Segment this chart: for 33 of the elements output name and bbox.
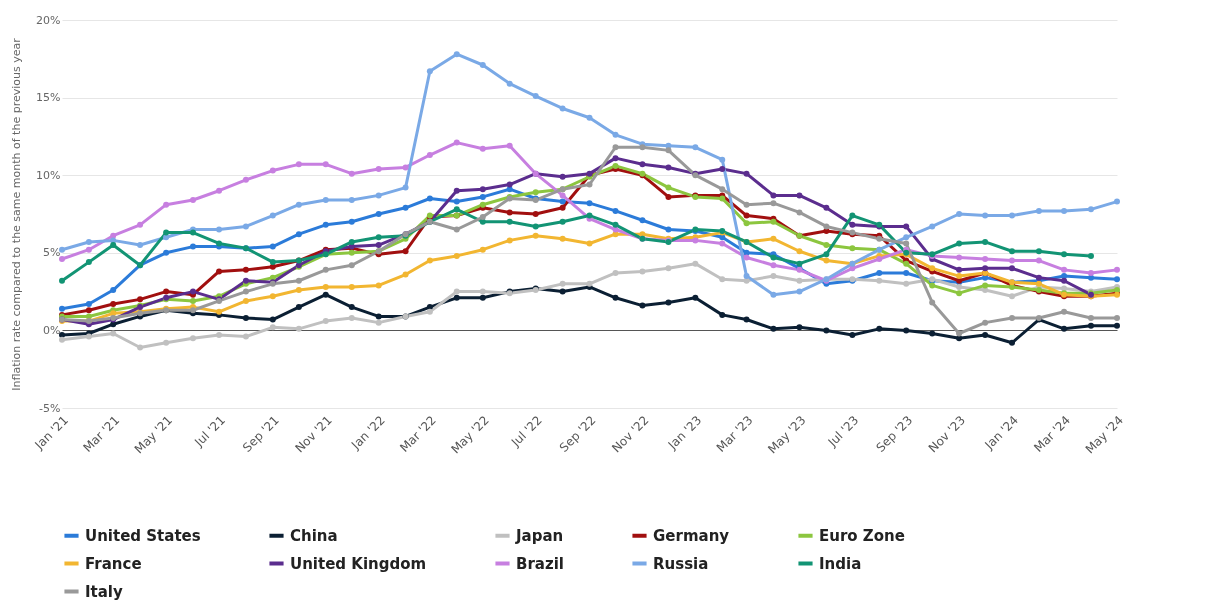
legend-label: France <box>85 554 142 573</box>
x-tick-label: Sep '21 <box>240 413 282 455</box>
legend-label: India <box>819 554 862 573</box>
x-tick-label: Jul '22 <box>508 413 545 450</box>
legend-label: Italy <box>85 582 124 601</box>
y-axis-title: Inflation rate compared to the same month of the previous year <box>10 37 24 391</box>
y-tick-label: -5% <box>39 401 61 415</box>
y-tick-label: 10% <box>36 168 61 182</box>
legend-label: Brazil <box>516 554 564 573</box>
x-tick-label: Jan '23 <box>664 413 705 453</box>
x-tick-label: Sep '23 <box>873 413 916 455</box>
legend-label: Japan <box>515 526 564 545</box>
legend-label: China <box>290 526 338 545</box>
y-tick-label: 0% <box>43 323 61 337</box>
x-tick-label: Mar '24 <box>1031 413 1074 455</box>
legend-label: Russia <box>653 554 709 573</box>
x-tick-label: Jul '23 <box>824 413 862 450</box>
x-tick-label: Jul '21 <box>191 413 229 450</box>
legend-label: Germany <box>653 526 730 545</box>
x-tick-label: Jan '22 <box>348 413 388 453</box>
x-tick-label: Mar '21 <box>80 413 123 455</box>
legend-label: United States <box>85 526 201 545</box>
x-tick-label: Jan '24 <box>981 413 1022 453</box>
legend-label: Euro Zone <box>819 526 905 545</box>
x-tick-label: Sep '22 <box>556 413 599 455</box>
x-tick-label: Jan '21 <box>31 413 71 453</box>
legend-label: United Kingdom <box>290 554 427 573</box>
x-tick-label: Mar '23 <box>713 413 756 455</box>
y-tick-label: 5% <box>43 246 61 260</box>
x-tick-label: Nov '21 <box>292 413 335 456</box>
x-tick-label: Mar '22 <box>397 413 439 455</box>
y-tick-label: 15% <box>36 91 61 105</box>
y-tick-label: 20% <box>36 13 61 27</box>
